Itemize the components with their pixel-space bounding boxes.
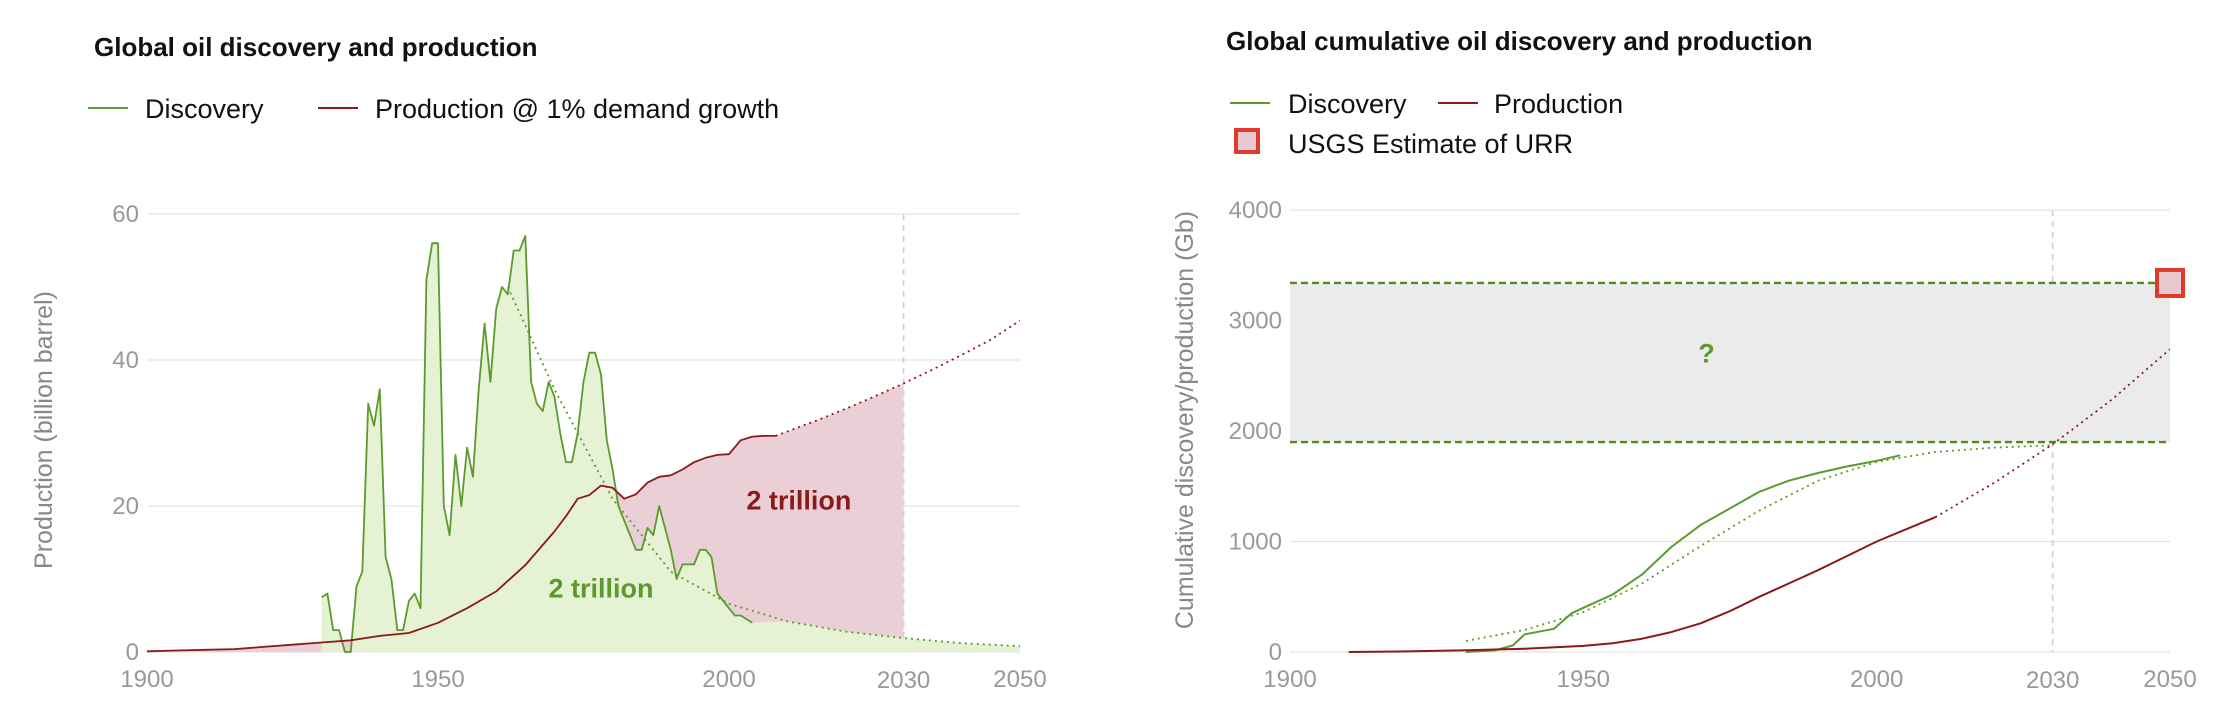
y-tick-label: 20: [112, 493, 139, 520]
line-layer: [147, 234, 1020, 653]
x-tick-label: 2000: [1850, 666, 1903, 693]
y-tick-label: 1000: [1229, 529, 1282, 556]
legend-label-urr: USGS Estimate of URR: [1288, 129, 1573, 159]
area-layer: [147, 235, 1020, 652]
discovery-line: [1465, 454, 1901, 653]
legend-swatch-urr: [1234, 128, 1260, 154]
x-tick-label: 2000: [702, 666, 755, 693]
production-line: [1348, 516, 1936, 653]
x-tick-label-highlight: 2030: [2026, 667, 2079, 694]
discovery-trend-line: [1465, 444, 2053, 642]
legend-label-production: Production @ 1% demand growth: [375, 94, 779, 124]
legend-label-production: Production: [1494, 89, 1623, 119]
x-tick-label: 1950: [1557, 666, 1610, 693]
x-tick-label: 1900: [1263, 666, 1316, 693]
y-tick-label: 60: [112, 201, 139, 228]
y-tick-label: 0: [1269, 639, 1282, 666]
x-tick-label: 2050: [993, 666, 1046, 693]
x-tick-label: 1900: [120, 666, 173, 693]
y-tick-label: 0: [126, 639, 139, 666]
band-question-mark: ?: [1698, 338, 1715, 368]
production-projection-line: [775, 319, 1020, 437]
urr-band: [1290, 281, 2170, 444]
line-layer: [1348, 348, 2170, 653]
tick-labels: 0 1000 2000 3000 4000 1900 1950 2000 2030 2050: [1229, 197, 2197, 694]
legend-label-discovery: Discovery: [1288, 89, 1407, 119]
x-tick-label-highlight: 2030: [877, 667, 930, 694]
x-tick-label: 2050: [2143, 666, 2196, 693]
urr-marker: [2155, 267, 2185, 298]
y-axis-label: Production (billion barrel): [30, 291, 58, 569]
discovery-line: [321, 234, 753, 653]
y-tick-label: 40: [112, 347, 139, 374]
discovery-area: [321, 235, 1020, 652]
urr-range-band: [1290, 282, 2170, 443]
production-total-annotation: 2 trillion: [746, 486, 851, 516]
tick-labels: 0 20 40 60 1900 1950 2000 2030 2050: [112, 201, 1046, 694]
discovery-total-annotation: 2 trillion: [548, 573, 653, 603]
y-tick-label: 2000: [1229, 418, 1282, 445]
legend: Discovery Production USGS Estimate of UR…: [1230, 89, 1623, 159]
x-tick-label: 1950: [411, 666, 464, 693]
legend-label-discovery: Discovery: [145, 94, 264, 124]
chart-title: Global oil discovery and production: [94, 32, 538, 62]
discovery-trend-line: [506, 286, 1020, 648]
discovery-production-chart: Global oil discovery and production Disc…: [30, 32, 1047, 694]
y-tick-label: 3000: [1229, 308, 1282, 335]
y-axis-label: Cumulative discovery/production (Gb): [1171, 211, 1199, 629]
y-tick-label: 4000: [1229, 197, 1282, 224]
chart-title: Global cumulative oil discovery and prod…: [1226, 26, 1813, 56]
production-projection-line: [1934, 348, 2170, 518]
legend: Discovery Production @ 1% demand growth: [88, 94, 779, 124]
production-line: [147, 434, 776, 653]
cumulative-chart: Global cumulative oil discovery and prod…: [1171, 26, 2197, 694]
